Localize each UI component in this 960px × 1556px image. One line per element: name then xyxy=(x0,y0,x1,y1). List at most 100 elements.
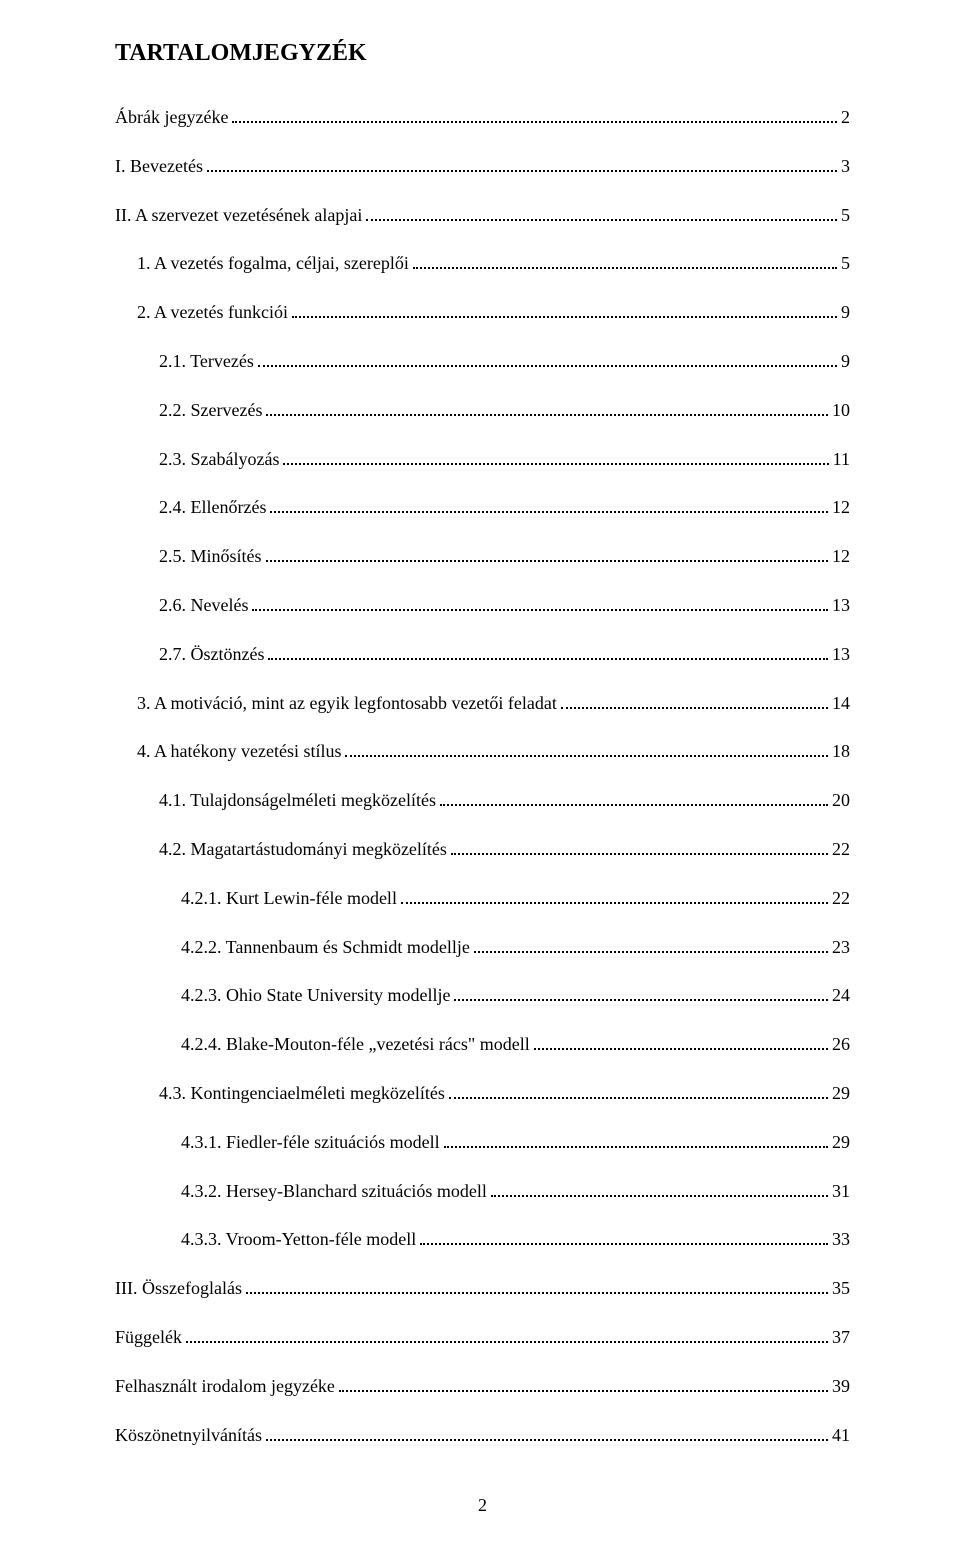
toc-leader-dots xyxy=(420,1243,828,1245)
toc-entry-page: 26 xyxy=(832,1030,850,1059)
toc-entry-label: Köszönetnyilvánítás xyxy=(115,1421,262,1450)
toc-entry-page: 18 xyxy=(832,737,850,766)
toc-entry-label: 2.1. Tervezés xyxy=(159,347,254,376)
toc-leader-dots xyxy=(474,951,828,953)
toc-entry-page: 9 xyxy=(841,298,850,327)
toc-leader-dots xyxy=(401,902,828,904)
toc-entry: 4. A hatékony vezetési stílus18 xyxy=(115,737,850,766)
toc-entry: 4.3.2. Hersey-Blanchard szituációs model… xyxy=(115,1177,850,1206)
toc-entry: 2.5. Minősítés 12 xyxy=(115,542,850,571)
toc-entry-label: 4.2.3. Ohio State University modellje xyxy=(181,981,450,1010)
toc-leader-dots xyxy=(449,1097,828,1099)
toc-entry: 2. A vezetés funkciói9 xyxy=(115,298,850,327)
toc-entry-page: 35 xyxy=(832,1274,850,1303)
toc-entry-label: Ábrák jegyzéke xyxy=(115,103,228,132)
page-title: TARTALOMJEGYZÉK xyxy=(115,40,850,67)
toc-entry-page: 33 xyxy=(832,1225,850,1254)
toc-entry: 4.3.1. Fiedler-féle szituációs modell 29 xyxy=(115,1128,850,1157)
toc-entry-page: 29 xyxy=(832,1128,850,1157)
toc-leader-dots xyxy=(268,658,828,660)
toc-entry-label: 4.2. Magatartástudományi megközelítés xyxy=(159,835,447,864)
toc-entry-page: 5 xyxy=(841,249,850,278)
toc-entry: 2.1. Tervezés9 xyxy=(115,347,850,376)
toc-entry-label: III. Összefoglalás xyxy=(115,1274,242,1303)
toc-entry-label: 2.2. Szervezés xyxy=(159,396,262,425)
toc-leader-dots xyxy=(534,1048,828,1050)
toc-entry: 3. A motiváció, mint az egyik legfontosa… xyxy=(115,689,850,718)
toc-entry-page: 13 xyxy=(832,640,850,669)
toc-entry-page: 3 xyxy=(841,152,850,181)
toc-entry: 2.3. Szabályozás 11 xyxy=(115,445,850,474)
toc-entry: 4.2.1. Kurt Lewin-féle modell 22 xyxy=(115,884,850,913)
toc-entry-page: 14 xyxy=(832,689,850,718)
toc-entry: 4.2.3. Ohio State University modellje 24 xyxy=(115,981,850,1010)
toc-entry-page: 24 xyxy=(832,981,850,1010)
toc-leader-dots xyxy=(270,511,828,513)
toc-entry-page: 39 xyxy=(832,1372,850,1401)
toc-entry-page: 22 xyxy=(832,884,850,913)
toc-leader-dots xyxy=(451,853,828,855)
toc-entry-label: 4.2.4. Blake-Mouton-féle „vezetési rács"… xyxy=(181,1030,530,1059)
toc-entry-page: 37 xyxy=(832,1323,850,1352)
toc-leader-dots xyxy=(266,414,828,416)
toc-entry-label: Függelék xyxy=(115,1323,182,1352)
toc-leader-dots xyxy=(252,609,828,611)
toc-entry-page: 11 xyxy=(833,445,850,474)
toc-entry-page: 5 xyxy=(841,201,850,230)
toc-entry-page: 12 xyxy=(832,542,850,571)
toc-entry: Felhasznált irodalom jegyzéke 39 xyxy=(115,1372,850,1401)
toc-entry-label: 4.2.2. Tannenbaum és Schmidt modellje xyxy=(181,933,470,962)
toc-leader-dots xyxy=(266,1439,828,1441)
toc-entry-label: Felhasznált irodalom jegyzéke xyxy=(115,1372,335,1401)
toc-leader-dots xyxy=(454,999,828,1001)
toc-leader-dots xyxy=(266,560,828,562)
toc-leader-dots xyxy=(232,121,837,123)
toc-entry: 1. A vezetés fogalma, céljai, szereplői 5 xyxy=(115,249,850,278)
toc-entry: 2.2. Szervezés10 xyxy=(115,396,850,425)
toc-leader-dots xyxy=(413,267,837,269)
toc-entry-page: 22 xyxy=(832,835,850,864)
toc-entry: 2.7. Ösztönzés 13 xyxy=(115,640,850,669)
toc-entry-page: 2 xyxy=(841,103,850,132)
toc-entry: 4.1. Tulajdonságelméleti megközelítés20 xyxy=(115,786,850,815)
toc-entry-page: 13 xyxy=(832,591,850,620)
toc-leader-dots xyxy=(207,170,837,172)
toc-entry-label: 2.7. Ösztönzés xyxy=(159,640,264,669)
toc-entry: Ábrák jegyzéke 2 xyxy=(115,103,850,132)
toc-entry-label: 4.3.2. Hersey-Blanchard szituációs model… xyxy=(181,1177,487,1206)
toc-entry: 4.2. Magatartástudományi megközelítés 22 xyxy=(115,835,850,864)
toc-entry-label: 2.3. Szabályozás xyxy=(159,445,279,474)
toc-entry-label: 2.6. Nevelés xyxy=(159,591,248,620)
toc-entry-page: 12 xyxy=(832,493,850,522)
toc-entry: 2.6. Nevelés 13 xyxy=(115,591,850,620)
toc-entry-label: 4.1. Tulajdonságelméleti megközelítés xyxy=(159,786,436,815)
toc-entry-label: 2.5. Minősítés xyxy=(159,542,262,571)
toc-entry: II. A szervezet vezetésének alapjai 5 xyxy=(115,201,850,230)
toc-entry: I. Bevezetés 3 xyxy=(115,152,850,181)
toc-entry-label: II. A szervezet vezetésének alapjai xyxy=(115,201,362,230)
toc-entry: 4.2.2. Tannenbaum és Schmidt modellje 23 xyxy=(115,933,850,962)
page-number: 2 xyxy=(115,1495,850,1516)
toc-entry-label: 4.2.1. Kurt Lewin-féle modell xyxy=(181,884,397,913)
toc-leader-dots xyxy=(491,1195,828,1197)
toc-entry-page: 23 xyxy=(832,933,850,962)
toc-entry: Köszönetnyilvánítás41 xyxy=(115,1421,850,1450)
toc-leader-dots xyxy=(339,1390,828,1392)
table-of-contents: Ábrák jegyzéke 2 I. Bevezetés 3 II. A szerve… xyxy=(115,103,850,1449)
toc-entry: 4.2.4. Blake-Mouton-féle „vezetési rács"… xyxy=(115,1030,850,1059)
toc-entry-label: 4.3.3. Vroom-Yetton-féle modell xyxy=(181,1225,416,1254)
toc-entry-page: 31 xyxy=(832,1177,850,1206)
toc-leader-dots xyxy=(561,707,828,709)
toc-leader-dots xyxy=(186,1341,828,1343)
toc-entry: Függelék 37 xyxy=(115,1323,850,1352)
toc-entry-label: 2.4. Ellenőrzés xyxy=(159,493,266,522)
toc-entry-label: 4.3.1. Fiedler-féle szituációs modell xyxy=(181,1128,440,1157)
toc-entry-label: 4.3. Kontingenciaelméleti megközelítés xyxy=(159,1079,445,1108)
toc-entry-label: I. Bevezetés xyxy=(115,152,203,181)
toc-entry: 2.4. Ellenőrzés 12 xyxy=(115,493,850,522)
toc-entry: 4.3. Kontingenciaelméleti megközelítés29 xyxy=(115,1079,850,1108)
toc-entry-label: 1. A vezetés fogalma, céljai, szereplői xyxy=(137,249,409,278)
toc-entry: 4.3.3. Vroom-Yetton-féle modell 33 xyxy=(115,1225,850,1254)
toc-leader-dots xyxy=(345,755,828,757)
toc-leader-dots xyxy=(444,1146,828,1148)
